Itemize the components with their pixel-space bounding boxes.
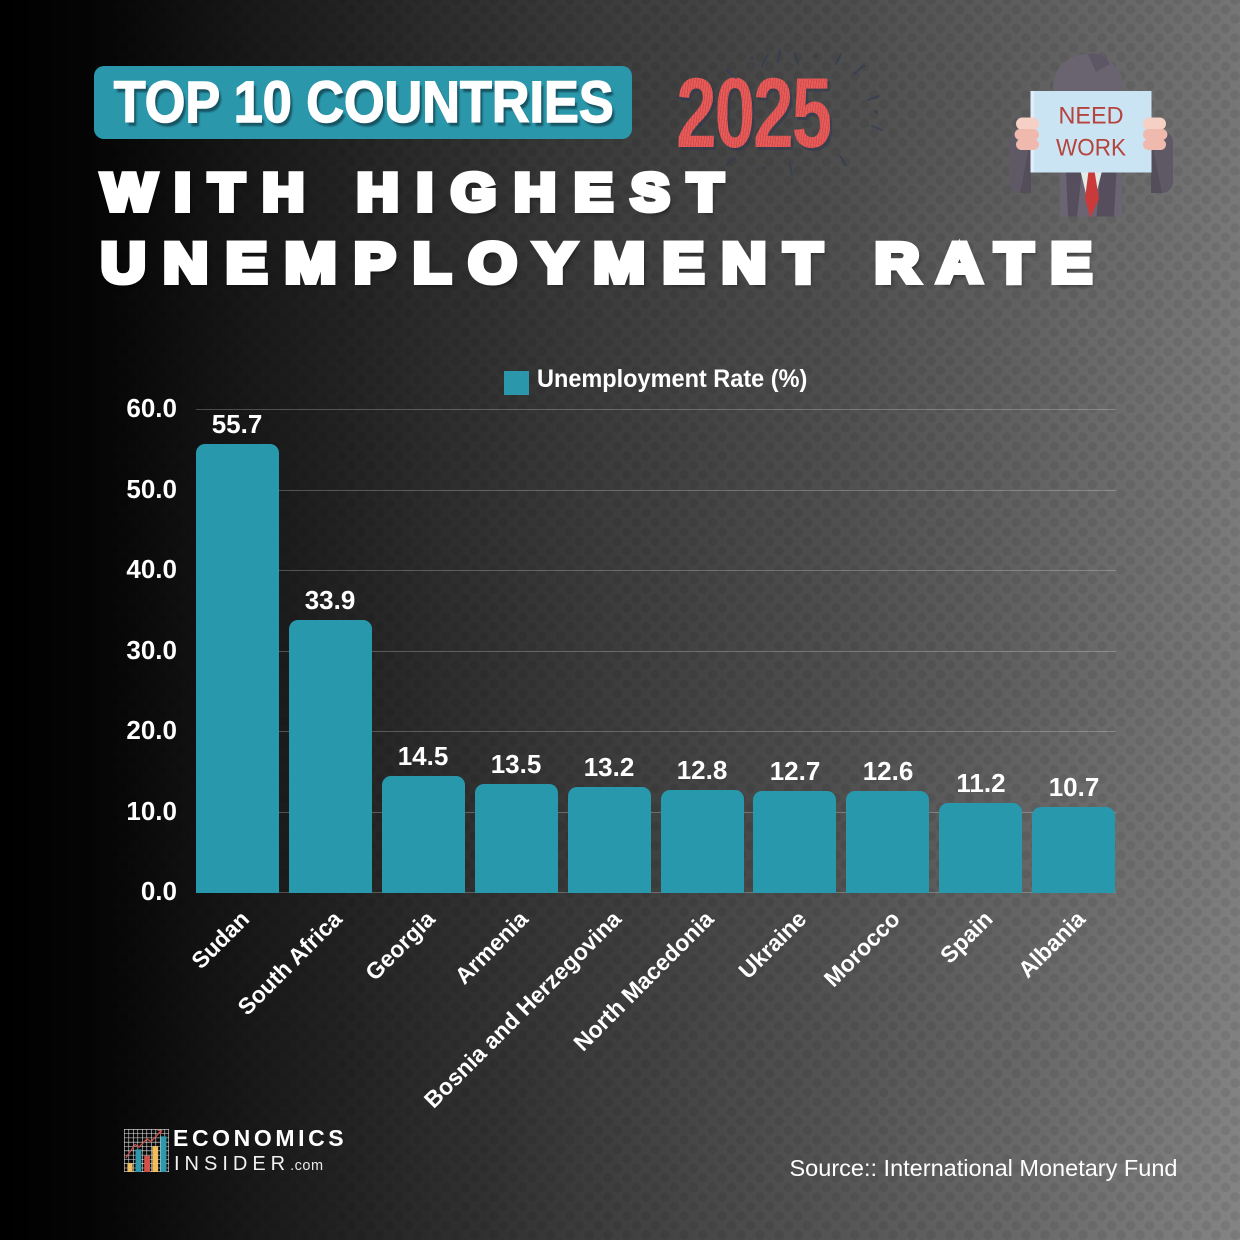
svg-text:WORK: WORK: [1056, 135, 1127, 162]
svg-text:NEED: NEED: [1059, 103, 1124, 130]
